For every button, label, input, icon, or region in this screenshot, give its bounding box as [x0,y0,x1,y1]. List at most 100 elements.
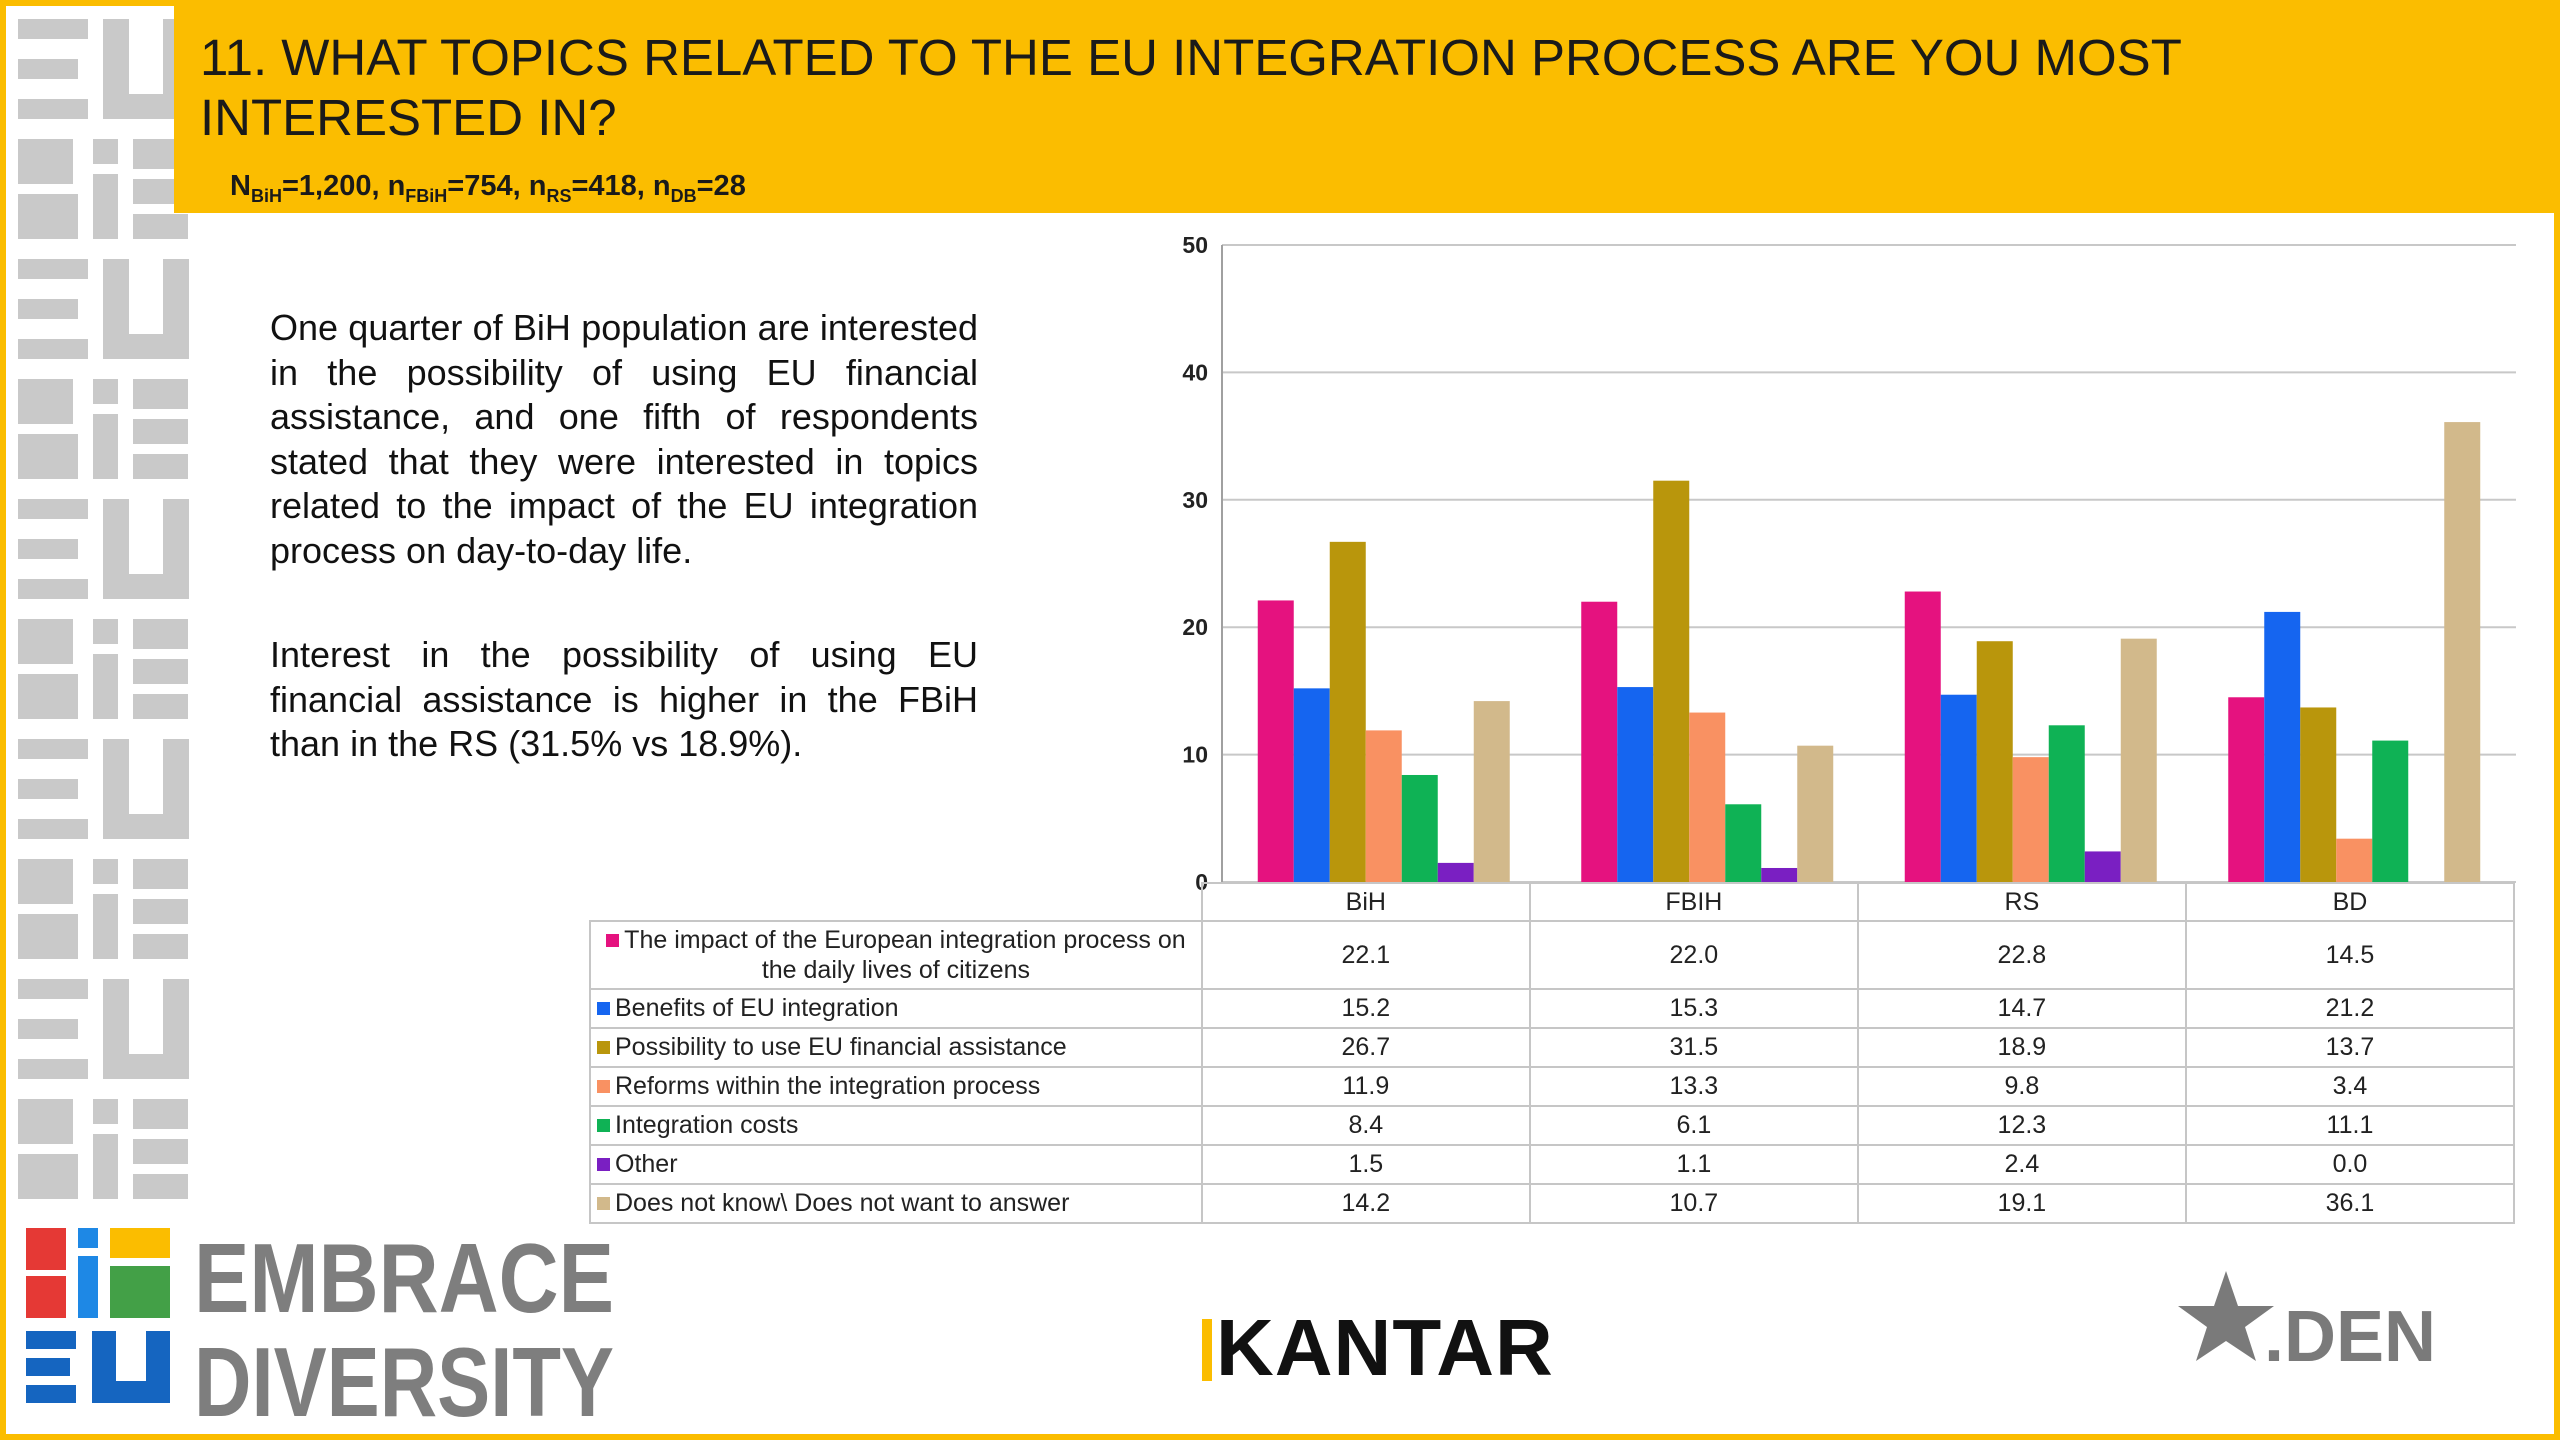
sidebar-pattern-block [18,1099,73,1144]
table-row: Benefits of EU integration 15.2 15.3 14.7 21… [589,988,2516,1029]
den-logo: .DEN [2178,1271,2436,1377]
legend-swatch [597,1002,610,1015]
sidebar-pattern-block [133,659,188,684]
sidebar-pattern-block [18,1154,78,1199]
sample-subscript: FBiH [405,185,448,206]
sidebar-pattern-block [133,419,188,444]
sidebar-pattern-block [18,59,78,79]
legend-swatch [597,1119,610,1132]
bar [2444,422,2481,882]
data-table: BiH FBIH RS BD The impact of the European i… [589,882,2516,1224]
bar [1473,701,1510,882]
sidebar-pattern-block [93,894,118,959]
sidebar-decoration [18,14,189,1209]
table-body: The impact of the European integration p… [589,920,2516,1224]
kantar-bar-icon [1202,1319,1212,1381]
data-label: 13.3 [1528,1066,1859,1107]
sidebar-pattern-block [133,1139,188,1164]
data-label: 26.7 [1200,1027,1531,1068]
table-row: Does not know\ Does not want to answer 14… [589,1183,2516,1224]
logo-mark-block [110,1228,170,1258]
legend-label: Reforms within the integration process [615,1072,1041,1100]
bar [2120,638,2157,882]
sidebar-pattern-block [133,454,188,479]
bar [1329,541,1366,882]
legend-swatch [597,1158,610,1171]
data-label: 14.2 [1200,1183,1531,1224]
data-label: 9.8 [1856,1066,2187,1107]
narrative-text: One quarter of BiH population are intere… [270,306,978,827]
legend-swatch [597,1041,610,1054]
bar [2372,740,2409,882]
data-label: 11.1 [2184,1105,2516,1146]
sidebar-pattern-block [18,379,73,424]
data-label: 18.9 [1856,1027,2187,1068]
legend-entry: Does not know\ Does not want to answer [589,1183,1203,1224]
data-label: 14.5 [2184,920,2516,990]
sidebar-pattern-block [18,579,88,599]
sidebar-pattern-block [133,1174,188,1199]
legend-label: Does not know\ Does not want to answer [615,1189,1070,1217]
sidebar-pattern-block [133,379,188,409]
sidebar-pattern-block [18,339,88,359]
logo-text-line1: EMBRACE [194,1226,614,1333]
data-label: 22.8 [1856,920,2187,990]
bar [2264,611,2301,882]
table-row: Possibility to use EU financial assistan… [589,1027,2516,1068]
data-label: 3.4 [2184,1066,2516,1107]
sample-subscript: BiH [250,185,282,206]
bar [1976,641,2013,882]
bar [2048,725,2085,882]
y-tick-label: 40 [1182,359,1208,385]
data-label: 22.1 [1200,920,1531,990]
data-label: 36.1 [2184,1183,2516,1224]
bar [1617,687,1654,882]
sidebar-pattern-block [93,1099,118,1124]
sidebar-pattern-block [18,779,78,799]
sidebar-pattern-block [18,819,88,839]
x-category-label: FBIH [1528,882,1859,922]
table-header-row: BiH FBIH RS BD [590,882,2516,922]
sidebar-pattern-block [103,814,189,839]
legend-swatch [597,1080,610,1093]
sidebar-pattern-block [18,979,88,999]
bar [1904,591,1941,882]
data-label: 10.7 [1528,1183,1859,1224]
logo-mark-block [26,1385,76,1403]
data-label: 14.7 [1856,988,2187,1029]
data-label: 1.1 [1528,1144,1859,1185]
bar [2228,697,2265,882]
legend-entry: The impact of the European integration p… [589,920,1203,990]
sidebar-pattern-block [18,194,78,239]
logo-mark-block [26,1276,66,1318]
legend-entry: Benefits of EU integration [589,988,1203,1029]
sidebar-pattern-block [93,139,118,164]
legend-label: The impact of the European integration p… [624,926,1186,984]
table-row: Integration costs 8.4 6.1 12.3 11.1 [589,1105,2516,1146]
sidebar-pattern-block [103,334,189,359]
data-label: 8.4 [1200,1105,1531,1146]
sidebar-pattern-block [133,214,188,239]
sidebar-pattern-block [18,674,78,719]
logo-mark-block [78,1256,98,1318]
bar [2012,757,2049,882]
legend-entry: Other [589,1144,1203,1185]
sidebar-pattern-block [93,619,118,644]
sidebar-pattern-block [133,859,188,889]
sidebar-pattern-block [18,299,78,319]
data-label: 1.5 [1200,1144,1531,1185]
sidebar-pattern-block [18,619,73,664]
sidebar-pattern-block [133,934,188,959]
y-tick-label: 10 [1182,742,1208,768]
y-tick-label: 30 [1182,487,1208,513]
sample-value: =418, [571,170,653,202]
sidebar-pattern-block [133,619,188,649]
logo-mark-block [26,1358,70,1376]
legend-swatch [606,934,620,947]
data-label: 11.9 [1200,1066,1531,1107]
sample-symbol: n [652,170,671,202]
bar [1365,730,1402,882]
sample-value: =28 [696,170,746,202]
